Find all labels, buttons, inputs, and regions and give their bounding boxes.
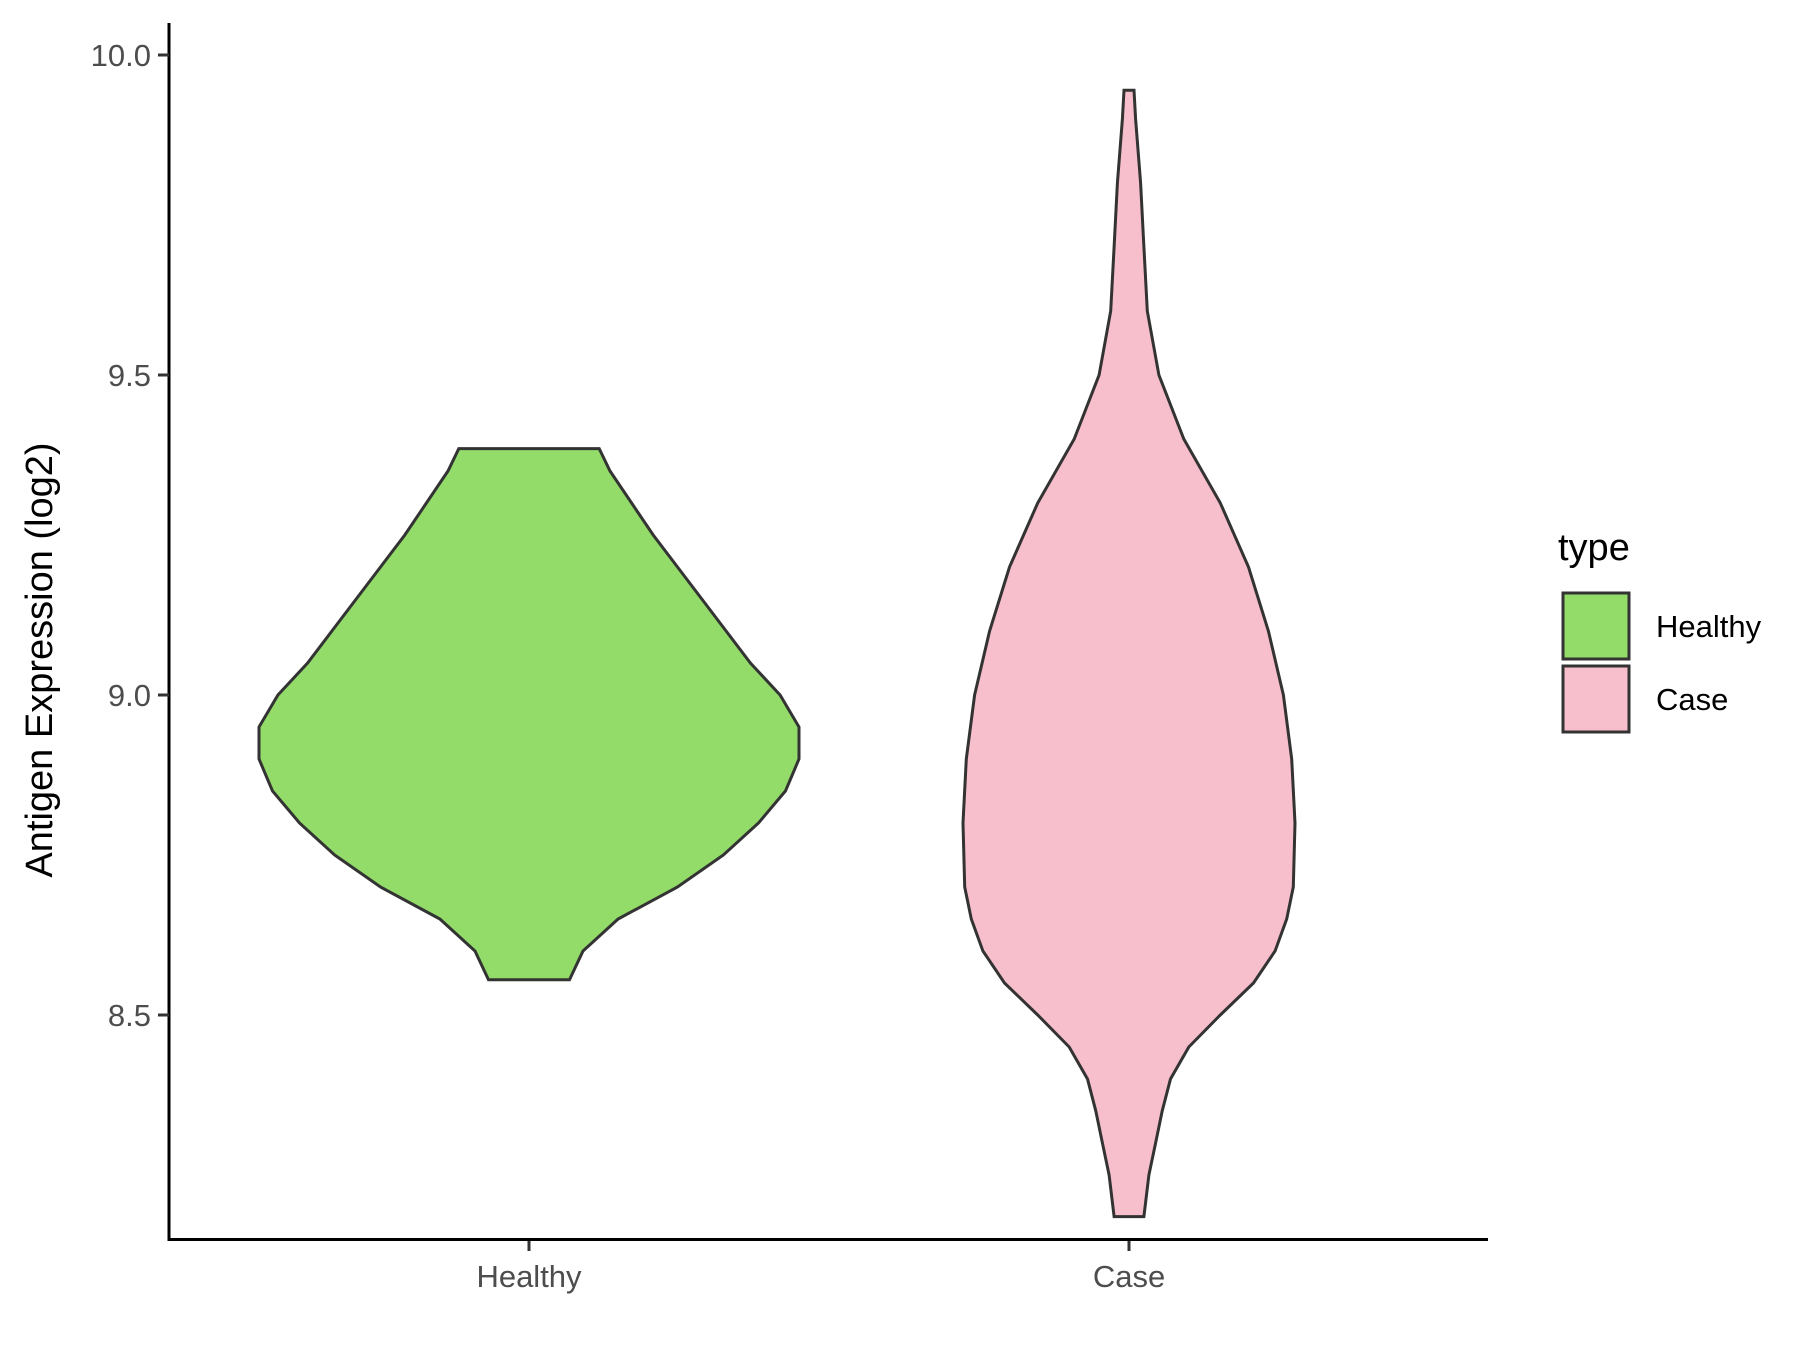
legend-label-case: Case xyxy=(1656,682,1728,717)
x-tick-label: Case xyxy=(1093,1259,1165,1294)
y-tick-label: 9.5 xyxy=(108,358,151,393)
x-axis-ticks: Healthy Case xyxy=(476,1241,1165,1294)
violin-healthy xyxy=(257,447,801,982)
legend-key-case xyxy=(1561,664,1631,734)
violin-case xyxy=(961,88,1297,1219)
y-tick-label: 8.5 xyxy=(108,998,151,1033)
violin-layer xyxy=(257,88,1297,1219)
legend: type Healthy Case xyxy=(1558,527,1762,734)
legend-key-healthy xyxy=(1561,591,1631,661)
legend-title: type xyxy=(1558,527,1630,569)
legend-label-healthy: Healthy xyxy=(1656,609,1762,644)
x-tick-label: Healthy xyxy=(476,1259,582,1294)
y-axis-title: Antigen Expression (log2) xyxy=(19,442,61,877)
y-tick-label: 10.0 xyxy=(91,38,151,73)
y-axis-ticks: 8.5 9.0 9.5 10.0 xyxy=(91,38,169,1033)
y-tick-label: 9.0 xyxy=(108,678,151,713)
